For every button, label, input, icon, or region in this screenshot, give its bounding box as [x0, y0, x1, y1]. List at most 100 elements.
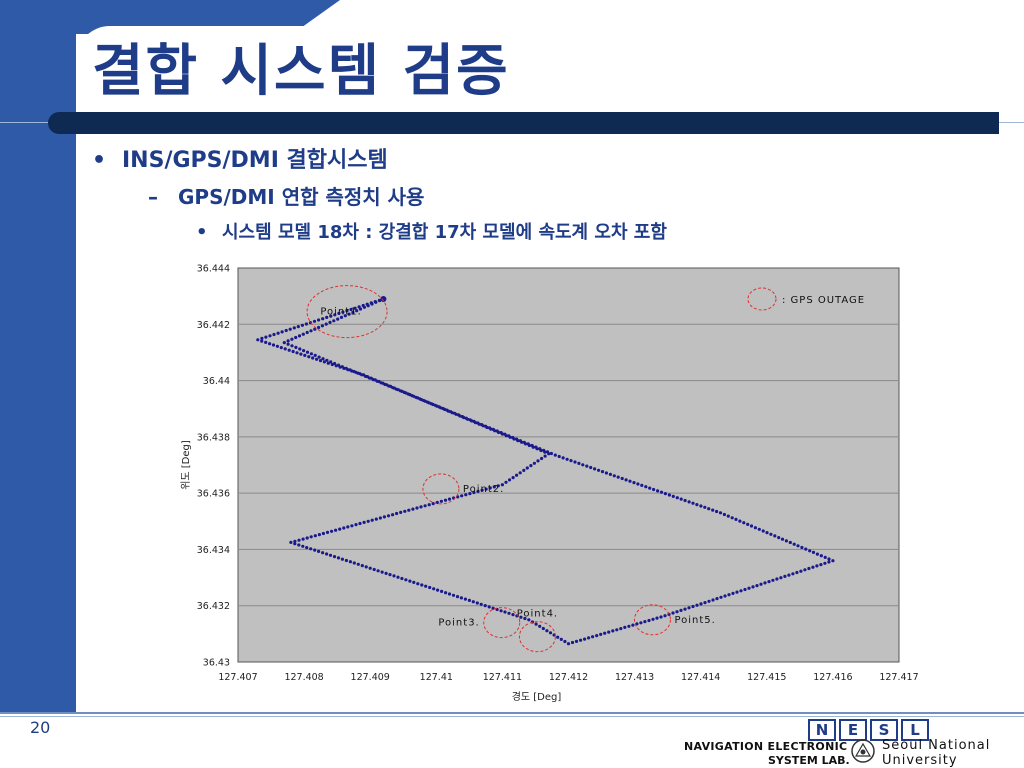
track-point — [375, 379, 379, 383]
university-name-line2: University — [882, 753, 958, 768]
track-point — [305, 330, 309, 335]
track-point — [459, 596, 463, 600]
track-point — [394, 387, 399, 391]
track-point — [447, 592, 452, 596]
x-tick-label: 127.414 — [681, 672, 720, 683]
track-point — [411, 507, 415, 511]
track-point — [484, 487, 488, 491]
track-point — [330, 529, 334, 533]
track-point — [436, 588, 440, 592]
track-point — [545, 450, 550, 454]
track-point — [420, 583, 424, 587]
track-point — [722, 512, 727, 517]
track-point — [275, 344, 279, 348]
track-point — [530, 443, 534, 448]
track-point — [280, 330, 284, 334]
track-point — [260, 336, 264, 340]
track-point — [541, 626, 545, 631]
track-point — [321, 551, 325, 555]
track-point — [414, 395, 418, 399]
track-point — [525, 466, 529, 470]
legend-label: : GPS OUTAGE — [782, 295, 865, 306]
track-point — [515, 473, 519, 477]
track-point — [293, 542, 297, 546]
slide-title: 결합 시스템 검증 — [92, 39, 510, 104]
track-point — [301, 537, 305, 541]
track-point — [424, 584, 428, 588]
track-point — [408, 579, 412, 583]
track-point — [324, 322, 328, 326]
track-point — [418, 397, 422, 401]
track-point — [371, 378, 375, 382]
track-point — [543, 454, 547, 458]
track-point — [312, 319, 317, 323]
track-point — [403, 509, 407, 513]
track-point — [360, 564, 364, 568]
page-number: 20 — [30, 718, 51, 737]
track-point — [624, 478, 628, 482]
x-tick-label: 127.407 — [218, 672, 257, 683]
track-point — [734, 517, 738, 521]
track-point — [691, 604, 695, 609]
track-point — [325, 315, 329, 319]
track-point — [526, 442, 530, 446]
track-point — [305, 350, 310, 354]
track-point — [727, 593, 731, 597]
bullet-text-2: GPS/DMI 연합 측정치 사용 — [178, 185, 425, 209]
track-point — [616, 475, 620, 479]
dash-marker: – — [148, 185, 158, 209]
track-point — [620, 476, 624, 481]
track-point — [587, 636, 591, 640]
track-point — [808, 549, 812, 553]
track-point — [299, 352, 303, 356]
track-point — [699, 504, 703, 508]
track-point — [455, 595, 460, 599]
track-point — [663, 492, 667, 496]
track-point — [800, 545, 804, 550]
track-point — [304, 322, 308, 326]
track-point — [743, 587, 747, 592]
track-point — [515, 437, 519, 441]
track-point — [302, 349, 306, 353]
x-tick-label: 127.412 — [549, 672, 588, 683]
track-point — [318, 359, 323, 363]
track-point — [282, 341, 286, 345]
track-point — [522, 440, 526, 444]
track-point — [338, 527, 342, 531]
title-background — [76, 26, 316, 112]
track-point — [298, 347, 302, 351]
footer-line — [0, 712, 1024, 714]
track-point — [297, 334, 302, 338]
track-point — [804, 547, 808, 551]
track-point — [293, 539, 297, 543]
gps-outage-marker — [633, 604, 671, 636]
track-point — [553, 453, 557, 457]
track-point — [784, 539, 789, 543]
track-point — [294, 335, 298, 340]
track-point — [534, 622, 538, 626]
y-tick-label: 36.436 — [197, 489, 230, 500]
track-point — [321, 531, 325, 536]
track-point — [325, 530, 330, 534]
track-point — [303, 353, 307, 357]
track-point — [619, 627, 623, 631]
lab-letter-l: L — [901, 719, 929, 741]
track-point — [441, 406, 445, 411]
track-point — [419, 505, 423, 509]
track-point — [291, 349, 295, 354]
track-point — [313, 353, 317, 357]
track-point — [300, 323, 304, 327]
track-point — [366, 519, 370, 523]
lab-name-line2: SYSTEM LAB. — [768, 754, 850, 767]
track-point — [366, 304, 370, 308]
track-point — [511, 476, 515, 480]
track-point — [451, 593, 456, 597]
track-point — [332, 555, 337, 559]
track-point — [738, 519, 742, 523]
x-tick-label: 127.413 — [615, 672, 654, 683]
track-point — [675, 496, 679, 500]
track-point — [362, 520, 366, 524]
track-point — [532, 461, 536, 465]
y-tick-label: 36.43 — [203, 658, 230, 669]
track-point — [358, 307, 363, 311]
